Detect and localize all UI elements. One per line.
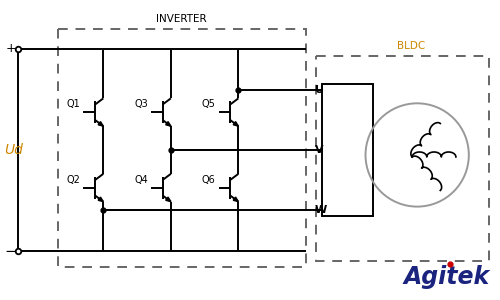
Polygon shape bbox=[98, 197, 103, 202]
Text: −: − bbox=[4, 244, 18, 259]
Polygon shape bbox=[166, 197, 171, 202]
Bar bbox=[58, 29, 306, 267]
Text: Agitek: Agitek bbox=[404, 265, 490, 289]
Text: Q6: Q6 bbox=[202, 175, 215, 185]
Text: W: W bbox=[315, 205, 327, 214]
Text: Ud: Ud bbox=[4, 143, 24, 157]
Text: Q5: Q5 bbox=[202, 99, 215, 109]
Polygon shape bbox=[233, 122, 238, 126]
Text: BLDC: BLDC bbox=[397, 41, 425, 51]
Text: INVERTER: INVERTER bbox=[156, 14, 207, 24]
Text: U: U bbox=[315, 85, 324, 95]
Text: Q1: Q1 bbox=[66, 99, 80, 109]
Polygon shape bbox=[233, 197, 238, 202]
Text: Q4: Q4 bbox=[134, 175, 148, 185]
Bar bbox=[322, 84, 374, 216]
Text: Q3: Q3 bbox=[134, 99, 148, 109]
Bar bbox=[316, 56, 488, 261]
Polygon shape bbox=[98, 122, 103, 126]
Text: Q2: Q2 bbox=[66, 175, 80, 185]
Text: V: V bbox=[315, 145, 324, 155]
Text: +: + bbox=[6, 42, 16, 55]
Polygon shape bbox=[166, 122, 171, 126]
